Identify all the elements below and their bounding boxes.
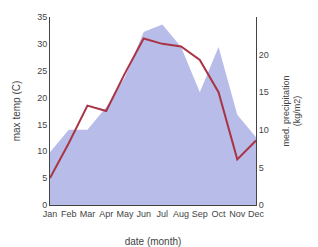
svg-text:Feb: Feb [61, 209, 77, 219]
svg-text:25: 25 [37, 66, 47, 76]
svg-text:0: 0 [42, 200, 47, 210]
svg-text:Mar: Mar [80, 209, 96, 219]
svg-text:30: 30 [37, 39, 47, 49]
svg-text:Sep: Sep [192, 209, 208, 219]
svg-text:0: 0 [259, 200, 264, 210]
svg-text:Aug: Aug [173, 209, 189, 219]
svg-text:10: 10 [37, 146, 47, 156]
svg-text:date (month): date (month) [125, 236, 182, 247]
svg-text:Nov: Nov [229, 209, 246, 219]
svg-text:med. precipitation(kg/m2): med. precipitation(kg/m2) [281, 75, 303, 146]
svg-text:5: 5 [42, 173, 47, 183]
svg-text:Jan: Jan [43, 209, 58, 219]
svg-text:15: 15 [259, 87, 269, 97]
svg-text:10: 10 [259, 125, 269, 135]
svg-text:20: 20 [259, 50, 269, 60]
svg-text:15: 15 [37, 120, 47, 130]
svg-text:20: 20 [37, 93, 47, 103]
svg-text:Oct: Oct [212, 209, 227, 219]
svg-text:Jul: Jul [157, 209, 169, 219]
svg-text:Dec: Dec [248, 209, 265, 219]
svg-text:Apr: Apr [99, 209, 113, 219]
svg-text:May: May [116, 209, 134, 219]
svg-text:35: 35 [37, 12, 47, 22]
svg-text:Jun: Jun [136, 209, 151, 219]
svg-text:5: 5 [259, 163, 264, 173]
svg-text:max temp (C): max temp (C) [11, 81, 22, 142]
